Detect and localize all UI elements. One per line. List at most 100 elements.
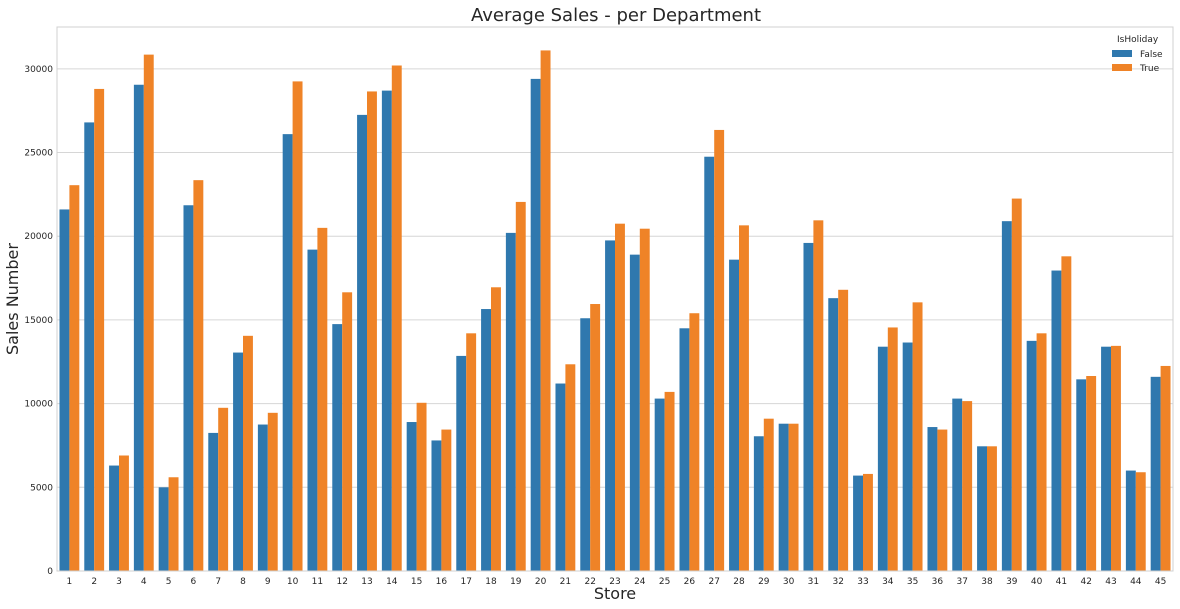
bar-store-28-true: [739, 225, 749, 571]
bar-store-36-true: [937, 429, 948, 571]
x-tick-label: 5: [166, 577, 172, 587]
legend-swatch-true: [1112, 64, 1132, 71]
bar-store-6-false: [183, 205, 194, 571]
legend: IsHoliday False True: [1112, 35, 1163, 74]
x-tick-label: 28: [733, 577, 745, 587]
bar-store-7-false: [208, 432, 219, 571]
bar-store-39-true: [1011, 198, 1022, 571]
bar-store-24-false: [629, 254, 640, 571]
bar-store-41-true: [1061, 256, 1072, 571]
x-tick-label: 23: [609, 577, 620, 587]
x-tick-label: 11: [312, 577, 323, 587]
x-tick-label: 18: [485, 577, 497, 587]
x-tick-label: 41: [1056, 577, 1067, 587]
bar-store-18-true: [491, 287, 501, 571]
y-tick-label: 30000: [24, 65, 53, 75]
x-tick-label: 27: [708, 577, 719, 587]
x-tick-label: 10: [287, 577, 299, 587]
bar-store-43-true: [1111, 345, 1121, 571]
bar-store-33-false: [853, 475, 863, 571]
bar-store-17-false: [456, 355, 467, 571]
x-tick-label: 25: [659, 577, 670, 587]
x-tick-label: 13: [361, 577, 372, 587]
bars: [59, 50, 1171, 572]
bar-store-16-true: [441, 429, 452, 571]
bar-store-36-false: [927, 427, 938, 571]
x-tick-label: 21: [560, 577, 571, 587]
bar-store-9-true: [267, 412, 278, 571]
bar-store-8-true: [243, 335, 253, 571]
bar-store-2-false: [84, 122, 95, 571]
x-tick-label: 1: [67, 577, 73, 587]
y-tick-label: 25000: [24, 149, 53, 159]
bar-store-45-true: [1160, 365, 1171, 571]
y-tick-label: 15000: [24, 316, 53, 326]
bar-store-12-true: [342, 292, 353, 571]
x-tick-label: 40: [1031, 577, 1043, 587]
bar-store-44-true: [1135, 472, 1146, 571]
bar-store-32-false: [828, 298, 839, 571]
bar-store-2-true: [94, 88, 105, 572]
bar-store-16-false: [431, 440, 442, 571]
x-tick-label: 2: [91, 577, 97, 587]
x-tick-label: 19: [510, 577, 522, 587]
x-tick-label: 9: [265, 577, 271, 587]
bar-store-11-true: [317, 227, 328, 572]
y-tick-label: 20000: [24, 232, 53, 242]
bar-store-19-true: [515, 201, 526, 572]
x-tick-label: 26: [684, 577, 696, 587]
bar-store-11-false: [307, 249, 318, 571]
bar-store-26-true: [689, 313, 700, 571]
bar-store-34-false: [877, 346, 888, 571]
bar-store-3-false: [109, 465, 119, 571]
bar-store-44-false: [1125, 470, 1136, 571]
bar-store-29-false: [753, 436, 764, 571]
bar-store-37-false: [952, 398, 963, 571]
x-tick-label: 36: [932, 577, 944, 587]
bar-store-27-true: [714, 129, 725, 571]
bar-store-45-false: [1150, 376, 1161, 571]
bar-store-40-false: [1026, 340, 1037, 571]
x-tick-label: 38: [981, 577, 993, 587]
bar-store-14-true: [391, 65, 402, 571]
bar-store-21-false: [555, 383, 566, 571]
bar-store-29-true: [763, 418, 774, 571]
x-tick-label: 35: [907, 577, 918, 587]
x-tick-label: 22: [584, 577, 595, 587]
bar-store-15-true: [416, 402, 427, 571]
bar-store-21-true: [565, 364, 576, 571]
bar-store-33-true: [863, 473, 873, 571]
bar-store-12-false: [332, 324, 343, 571]
x-tick-label: 17: [460, 577, 471, 587]
bar-store-19-false: [505, 232, 516, 571]
bar-store-41-false: [1051, 270, 1062, 571]
bar-store-5-false: [158, 487, 169, 571]
legend-label-false: False: [1140, 50, 1163, 60]
y-tick-label: 10000: [24, 400, 53, 410]
x-tick-label: 12: [336, 577, 347, 587]
bar-store-27-false: [704, 156, 715, 571]
bar-store-1-true: [69, 185, 80, 571]
bar-store-20-true: [540, 50, 551, 572]
x-axis-label: Store: [594, 584, 636, 603]
bar-store-30-false: [778, 423, 789, 571]
bar-store-35-true: [912, 302, 923, 571]
x-tick-label: 34: [882, 577, 894, 587]
x-tick-label: 3: [116, 577, 122, 587]
bar-store-32-true: [838, 289, 849, 571]
x-tick-label: 29: [758, 577, 770, 587]
x-tick-label: 45: [1155, 577, 1166, 587]
bar-store-10-true: [292, 81, 303, 572]
bar-store-18-false: [481, 309, 491, 571]
x-tick-label: 42: [1080, 577, 1091, 587]
x-tick-label: 43: [1105, 577, 1116, 587]
y-tick-label: 0: [47, 567, 53, 577]
x-tick-label: 33: [857, 577, 868, 587]
bar-store-39-false: [1001, 221, 1012, 572]
y-tick-labels: 0 5000 10000 15000 20000 25000 30000: [24, 65, 53, 577]
bar-store-3-true: [119, 455, 129, 571]
x-tick-label: 8: [240, 577, 246, 587]
bar-store-26-false: [679, 328, 690, 571]
y-tick-label: 5000: [30, 483, 53, 493]
